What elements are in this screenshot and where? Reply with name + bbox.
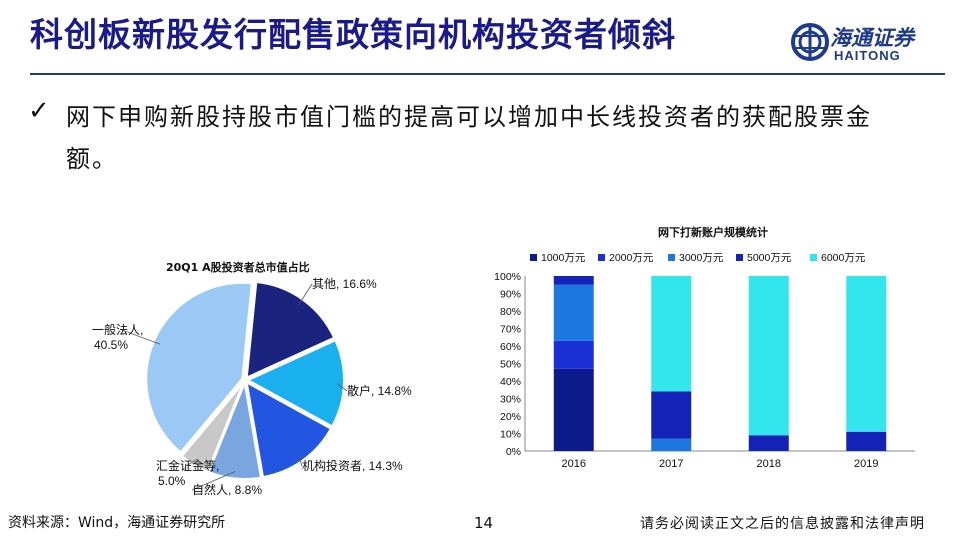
checkmark-icon: ✓ [28, 96, 50, 126]
pie-slice-label: 自然人, 8.8% [192, 482, 262, 497]
pie-slice [207, 379, 263, 480]
bar-segment [748, 435, 789, 451]
footer-source: 资料来源：Wind，海通证券研究所 [8, 515, 226, 531]
y-tick-label: 60% [500, 341, 521, 353]
bar-segment [846, 431, 887, 451]
y-tick-label: 40% [500, 376, 521, 388]
pie-leader-line [185, 458, 198, 467]
x-tick-label: 2018 [757, 458, 781, 470]
legend-label: 6000万元 [821, 252, 866, 264]
pie-slice-label: 其他, 16.6% [312, 277, 377, 291]
bullet-text: 网下申购新股持股市值门槛的提高可以增加中长线投资者的获配股票金额。 [66, 103, 872, 173]
legend-swatch [530, 254, 537, 261]
bar-segment [553, 340, 594, 369]
bar-segment [553, 276, 594, 285]
legend-label: 2000万元 [609, 252, 654, 264]
pie-leader-line [298, 283, 313, 306]
pie-leader-line [298, 454, 303, 467]
pie-chart-title: 20Q1 A股投资者总市值占比 [166, 261, 310, 274]
pie-slice-label: 散户, 14.8% [347, 383, 412, 398]
legend-label: 1000万元 [541, 252, 586, 264]
pie-slice-label: 一般法人, 40.5% [92, 322, 143, 352]
footer-disclaimer: 请务必阅读正文之后的信息披露和法律声明 [640, 516, 925, 532]
slide-title: 科创板新股发行配售政策向机构投资者倾斜 [30, 15, 676, 54]
legend-swatch [810, 254, 817, 261]
pie-slice-label: 汇金证金等, 5.0% [156, 458, 219, 488]
y-tick-label: 70% [500, 324, 521, 336]
pie-slice-label: 机构投资者, 14.3% [302, 458, 403, 473]
x-tick-label: 2019 [854, 458, 878, 470]
pie-leader-line [336, 383, 348, 392]
bar-segment [651, 438, 692, 451]
y-tick-label: 50% [500, 359, 521, 371]
pie-leader-line [121, 329, 161, 345]
y-tick-label: 80% [500, 306, 521, 318]
legend-swatch [598, 254, 605, 261]
pie-leader-line [191, 471, 236, 491]
stacked-bar-chart: 1000万元 2000万元 3000万元 5000万元 6000万元 0% 10% 20% 30… [494, 252, 915, 470]
logo-text-cn: 海通证券 [830, 25, 914, 50]
pie-slice [245, 338, 345, 428]
pie-slice [180, 381, 245, 473]
legend-swatch [736, 254, 743, 261]
bar-segment [651, 276, 692, 392]
legend-label: 3000万元 [679, 252, 724, 264]
y-tick-label: 90% [500, 289, 521, 301]
y-tick-label: 10% [500, 429, 521, 441]
logo-text-en: HAITONG [834, 48, 901, 63]
y-tick-label: 100% [494, 271, 521, 283]
bar-segment [846, 276, 887, 432]
pie-slice [245, 380, 333, 479]
bar-segment [748, 276, 789, 436]
haitong-emblem-icon [791, 23, 829, 61]
company-logo: 海通证券 HAITONG [790, 23, 940, 66]
y-tick-label: 20% [500, 411, 521, 423]
x-tick-label: 2016 [562, 458, 586, 470]
y-tick-label: 30% [500, 394, 521, 406]
y-tick-label: 0% [506, 446, 521, 458]
bar-segment [651, 391, 692, 439]
x-tick-label: 2017 [659, 458, 683, 470]
legend-swatch [668, 254, 675, 261]
bar-segment [553, 284, 594, 341]
bar-segment [553, 368, 594, 451]
bar-chart-title: 网下打新账户规模统计 [658, 226, 768, 239]
pie-chart: 其他, 16.6% 散户, 14.8% 机构投资者, 14.3% 自然人, 8.8%汇… [92, 277, 412, 497]
legend-label: 5000万元 [747, 252, 792, 264]
title-underline [30, 73, 945, 75]
page-number: 14 [474, 514, 494, 532]
